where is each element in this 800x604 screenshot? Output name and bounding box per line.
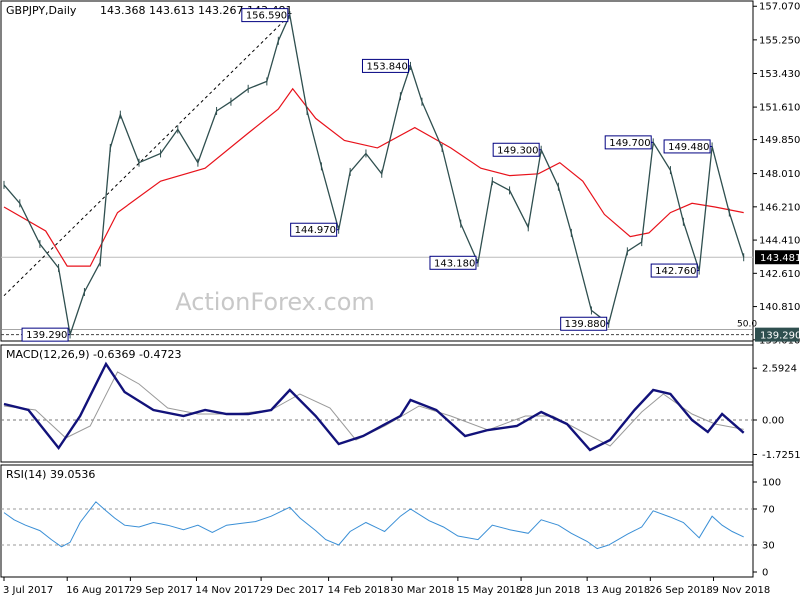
macd-tick-label: 0.00 [762,416,784,427]
annotation-label: 143.180 [434,258,475,269]
price-tick-label: 155.250 [759,35,800,46]
price-tick-label: 144.410 [759,236,800,247]
price-tick-label: 148.010 [759,169,800,180]
price-tick-label: 151.610 [759,103,800,114]
watermark: ActionForex.com [175,288,375,316]
price-line [3,12,745,335]
annotation-box [241,8,289,23]
annotation-box [21,327,69,342]
x-axis: 3 Jul 2017 16 Aug 2017 29 Sep 2017 14 Nov 2… [3,577,770,596]
trend-line [3,14,291,297]
x-tick-label: 28 Jun 2018 [520,585,580,596]
price-panel-frame [0,0,754,342]
rsi-tick-label: 0 [762,568,768,579]
annotation-box [650,263,698,278]
price-panel: 157.070 155.250 153.430 151.610 149.850 148.0… [1,2,800,346]
macd-line [3,361,745,452]
macd-tick-label: 2.5924 [762,364,797,375]
x-tick-label: 16 Aug 2017 [66,585,130,596]
x-tick-label: 26 Sep 2018 [649,585,712,596]
rsi-tick-label: 30 [762,541,775,552]
x-tick-label: 30 Mar 2018 [391,585,454,596]
fib-label: 50.0 [737,320,757,330]
price-tick-label: 153.430 [759,69,800,80]
annotation-box [663,139,711,154]
annotation-box [429,255,477,270]
annotation-box [604,135,652,150]
annotation-label: 139.880 [565,319,606,330]
annotation-box [560,316,608,331]
macd-signal-line [3,371,744,447]
rsi-tick-label: 70 [762,505,775,516]
annotation-label: 142.760 [655,266,696,277]
price-tick-label: 157.070 [759,2,800,13]
annotation-label: 139.290 [26,330,67,341]
annotation-label: 153.840 [366,61,407,72]
macd-panel: 2.5924 0.00 -1.7251 [1,361,800,461]
x-tick-label: 15 May 2018 [457,585,522,596]
x-tick-label: 14 Nov 2017 [195,585,259,596]
macd-tick-label: -1.7251 [762,450,800,461]
x-tick-label: 14 Feb 2018 [328,585,390,596]
x-tick-label: 9 Nov 2018 [713,585,771,596]
ma-line [3,87,744,267]
support-price-label: 139.290 [760,331,800,342]
annotation-box [361,58,409,73]
price-tick-label: 149.850 [759,135,800,146]
x-tick-label: 29 Sep 2017 [129,585,192,596]
annotation-label: 149.480 [668,142,709,153]
price-tick-label: 146.210 [759,202,800,213]
macd-title: MACD(12,26,9) -0.6369 -0.4723 [6,348,181,361]
annotation-box [290,222,338,237]
rsi-tick-label: 100 [762,478,781,489]
price-tick-label: 142.610 [759,269,800,280]
symbol-label: GBPJPY,Daily [6,4,77,17]
rsi-line [3,501,744,550]
current-price-box [755,250,799,265]
annotation-label: 156.590 [246,11,287,22]
rsi-panel: 100 70 30 0 [1,478,781,579]
x-tick-label: 13 Aug 2018 [586,585,650,596]
x-tick-label: 29 Dec 2017 [260,585,324,596]
annotation-label: 144.970 [295,225,336,236]
support-price-box [755,327,799,342]
annotation-label: 149.700 [609,138,650,149]
price-tick-label: 140.810 [759,302,800,313]
rsi-title: RSI(14) 39.0536 [6,468,95,481]
annotation-box [492,142,540,157]
rsi-panel-frame [0,464,754,578]
current-price-label: 143.481 [760,253,800,264]
annotation-label: 149.300 [497,145,538,156]
x-tick-label: 3 Jul 2017 [3,585,53,596]
